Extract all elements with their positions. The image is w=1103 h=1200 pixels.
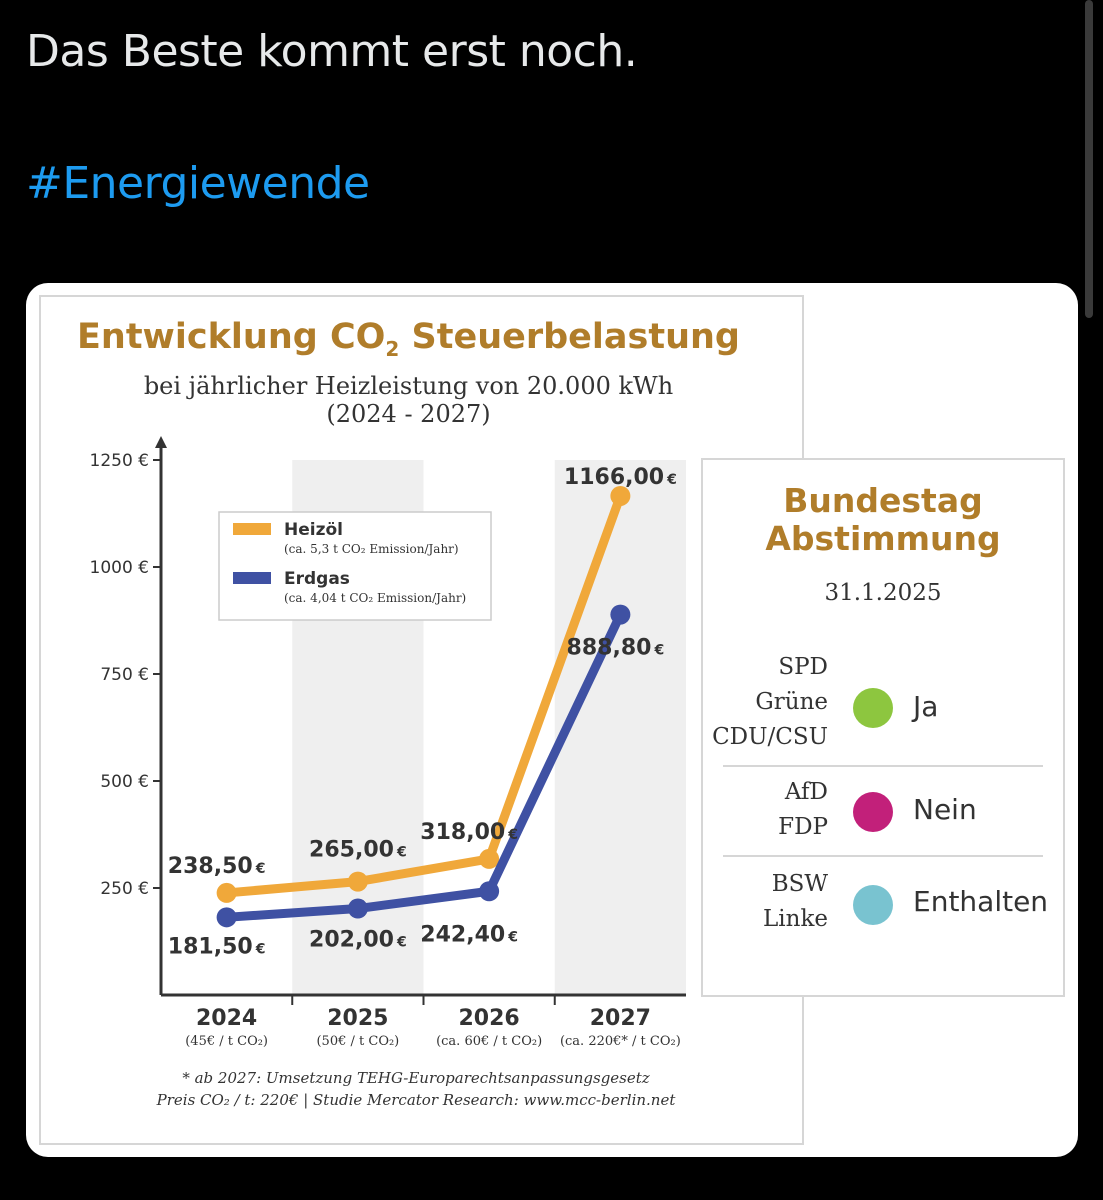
legend-label: Heizöl	[284, 520, 343, 540]
data-point-erdgas	[479, 881, 500, 902]
y-tick-label: 250 €	[100, 879, 149, 899]
legend-swatch-heizoel	[233, 523, 271, 535]
tweet-image[interactable]: Entwicklung CO2 Steuerbelastung bei jähr…	[26, 283, 1078, 1157]
party-linke: Linke	[763, 906, 828, 932]
y-tick-label: 1000 €	[90, 558, 149, 578]
data-point-erdgas	[347, 898, 368, 919]
data-point-heizoel	[479, 848, 500, 869]
chart-title: Entwicklung CO2 Steuerbelastung	[77, 317, 740, 361]
vote-nein-dot	[853, 792, 893, 832]
vote-enthalten-dot	[853, 885, 893, 925]
data-label: 202,00 €	[309, 928, 407, 953]
party-fdp: FDP	[778, 814, 828, 840]
data-point-heizoel	[347, 871, 368, 892]
y-axis-arrow	[155, 436, 167, 448]
x-category-note: (45€ / t CO₂)	[185, 1034, 268, 1049]
x-tick-label: 2026	[459, 1006, 520, 1031]
data-point-erdgas	[610, 604, 631, 625]
party-list: BSW Linke	[703, 867, 828, 937]
series-line-erdgas	[226, 612, 625, 922]
party-bsw: BSW	[771, 871, 828, 897]
vote-result-nein: Nein	[913, 793, 977, 826]
y-tick-label: 500 €	[100, 772, 149, 792]
divider	[723, 855, 1043, 857]
chart-subtitle-line2: (2024 - 2027)	[326, 400, 491, 428]
scrollbar[interactable]	[1085, 0, 1093, 318]
legend-note: (ca. 4,04 t CO₂ Emission/Jahr)	[284, 591, 466, 605]
y-tick-label: 1250 €	[90, 451, 149, 471]
party-list: SPD Grüne CDU/CSU	[703, 650, 828, 755]
vote-title: Bundestag Abstimmung	[703, 482, 1063, 558]
data-label: 238,50 €	[168, 854, 266, 879]
data-point-heizoel	[610, 485, 631, 506]
x-category-note: (50€ / t CO₂)	[316, 1034, 399, 1049]
vote-title-line2: Abstimmung	[765, 519, 1001, 558]
x-category-note: (ca. 60€ / t CO₂)	[436, 1034, 542, 1049]
chart-footnote-line1: * ab 2027: Umsetzung TEHG-Europarechtsan…	[182, 1069, 649, 1087]
legend-swatch-erdgas	[233, 572, 271, 584]
divider	[723, 765, 1043, 767]
legend-note: (ca. 5,3 t CO₂ Emission/Jahr)	[284, 542, 459, 556]
x-category-note: (ca. 220€* / t CO₂)	[560, 1034, 681, 1049]
data-label: 318,00 €	[420, 820, 518, 845]
data-label: 888,80 €	[567, 636, 665, 661]
chart-footnote-line2: Preis CO₂ / t: 220€ | Studie Mercator Re…	[156, 1091, 677, 1109]
vote-ja-dot	[853, 688, 893, 728]
party-gruene: Grüne	[755, 689, 828, 715]
y-tick-label: 750 €	[100, 665, 149, 685]
x-tick-label: 2027	[590, 1006, 651, 1031]
data-label: 1166,00 €	[564, 465, 677, 490]
vote-result-enthalten: Enthalten	[913, 885, 1049, 918]
vote-result-ja: Ja	[913, 690, 939, 723]
data-point-heizoel	[216, 882, 237, 903]
data-label: 265,00 €	[309, 838, 407, 863]
legend-label: Erdgas	[284, 569, 350, 589]
party-afd: AfD	[784, 779, 828, 805]
data-point-erdgas	[216, 907, 237, 928]
data-label: 242,40 €	[420, 922, 518, 947]
column-shade	[554, 460, 686, 995]
chart-subtitle: bei jährlicher Heizleistung von 20.000 k…	[41, 372, 776, 428]
chart-panel: Entwicklung CO2 Steuerbelastung bei jähr…	[39, 295, 804, 1145]
line-chart: 250 € 500 € 750 € 1000 € 1250 € 2024 (45€ / t …	[90, 436, 686, 1109]
tweet-text: Das Beste kommt erst noch.	[26, 26, 638, 77]
party-spd: SPD	[778, 654, 828, 680]
x-tick-label: 2024	[196, 1006, 257, 1031]
vote-title-line1: Bundestag	[783, 481, 983, 520]
data-label: 181,50 €	[168, 934, 266, 959]
chart-subtitle-line1: bei jährlicher Heizleistung von 20.000 k…	[143, 372, 674, 400]
party-cdu-csu: CDU/CSU	[712, 724, 828, 750]
vote-panel: Bundestag Abstimmung 31.1.2025 SPD Grüne…	[701, 458, 1065, 997]
hashtag-link[interactable]: #Energiewende	[26, 158, 370, 209]
series-line-heizoel	[226, 494, 625, 898]
vote-date: 31.1.2025	[824, 580, 942, 606]
party-list: AfD FDP	[703, 775, 828, 845]
x-tick-label: 2025	[327, 1006, 388, 1031]
